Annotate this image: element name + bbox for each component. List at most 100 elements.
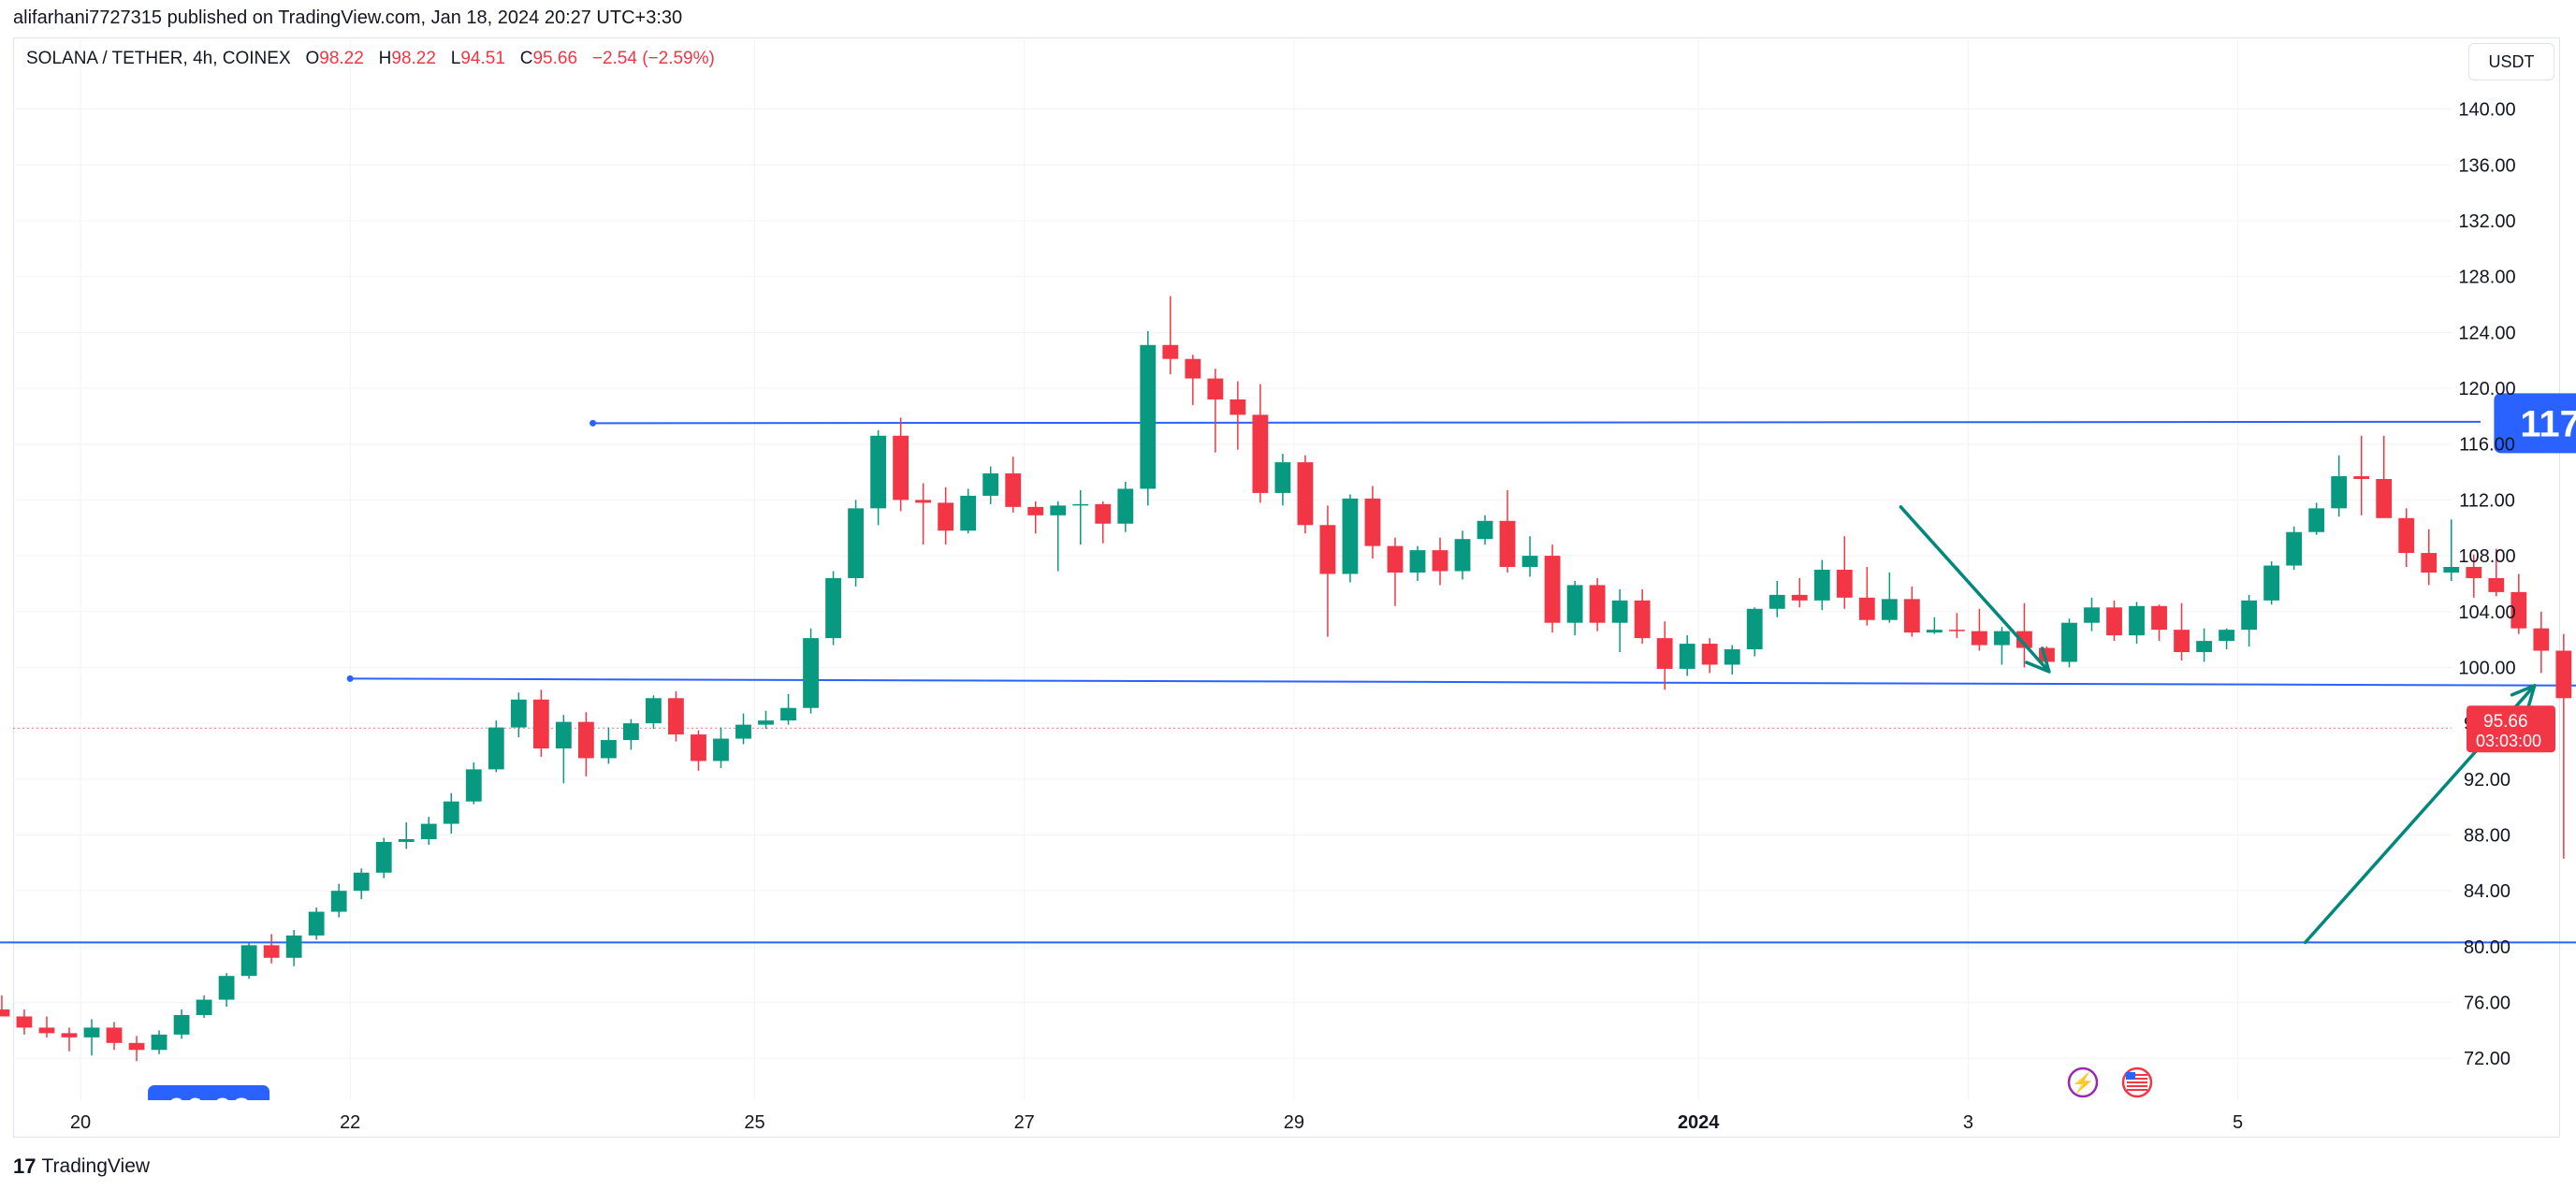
trend-line-anchor <box>589 419 597 427</box>
candle-body <box>691 734 706 762</box>
candle-body <box>2263 565 2280 601</box>
candle <box>61 1027 78 1052</box>
us-flag-event-icon <box>2121 1067 2153 1098</box>
candle-body <box>1994 631 2010 646</box>
level-label-text: 66.98 <box>167 1091 251 1129</box>
candle <box>218 973 235 1008</box>
candle <box>1005 457 1022 513</box>
candle-body <box>1813 570 1830 601</box>
level-label-bg <box>2494 393 2576 454</box>
change-value: −2.54 (−2.59%) <box>591 49 715 68</box>
candle <box>2443 519 2460 581</box>
candle-body <box>1791 594 1808 601</box>
candle <box>128 1036 145 1062</box>
candle-body <box>1409 550 1426 573</box>
candle <box>2263 561 2280 605</box>
candle <box>1297 455 1314 534</box>
candle-body <box>1027 506 1044 515</box>
candle <box>577 712 594 776</box>
candle <box>83 1019 100 1056</box>
price-grid <box>13 39 2452 1100</box>
candle <box>308 907 325 940</box>
candle-body <box>1634 600 1651 639</box>
candle <box>713 727 729 768</box>
x-tick-label: 29 <box>1284 1112 1304 1133</box>
candle <box>1409 545 1426 581</box>
brand-name: TradingView <box>41 1155 151 1177</box>
candle <box>2308 502 2325 535</box>
candle <box>38 1016 55 1038</box>
candle-body <box>263 945 280 958</box>
candle-body <box>2151 605 2167 631</box>
candles-layer <box>0 296 2572 1062</box>
candle-body <box>308 911 325 936</box>
candle-body <box>83 1027 100 1038</box>
candle <box>825 571 841 646</box>
candle-body <box>353 872 370 892</box>
candle-body <box>510 699 527 728</box>
candle-body <box>1926 630 1943 633</box>
candle-body <box>1858 597 1875 620</box>
candle-body <box>1274 462 1291 493</box>
y-tick-label: 72.00 <box>2464 1049 2511 1069</box>
x-tick-label: 25 <box>744 1112 764 1133</box>
level-labels: 117.5099.2089.5679.2866.98 <box>148 393 2576 1129</box>
close-value: 95.66 <box>532 49 578 68</box>
candle <box>1926 617 1943 634</box>
y-tick-label: 124.00 <box>2458 323 2515 343</box>
candle <box>488 720 504 773</box>
candle <box>2106 600 2122 642</box>
candle-body <box>1005 473 1022 507</box>
current-price-value: 95.66 <box>2483 712 2528 732</box>
x-tick-label: 5 <box>2233 1112 2243 1133</box>
candle <box>1813 559 1830 611</box>
candle-body <box>1521 556 1538 568</box>
candle-body <box>1477 520 1493 540</box>
candle <box>2129 602 2145 645</box>
candle <box>240 942 257 980</box>
candle-body <box>982 473 999 496</box>
candle <box>1095 501 1112 544</box>
candle <box>960 488 977 534</box>
candle-body <box>173 1014 190 1035</box>
candle <box>1836 536 1853 609</box>
candle <box>555 715 572 784</box>
candle <box>803 628 819 714</box>
candle-body <box>1701 644 1718 665</box>
candle-body <box>915 500 932 503</box>
candle-body <box>2331 476 2348 509</box>
trend-line <box>350 677 2576 687</box>
candle-body <box>623 723 639 741</box>
candle-body <box>465 769 482 802</box>
candle-body <box>240 945 257 977</box>
high-label: H <box>378 49 392 68</box>
price-axis: 140.00 136.00 132.00 128.00 124.00 120.00 116.… <box>2458 100 2555 1069</box>
trend-line <box>592 420 2481 425</box>
arrow-head <box>2025 646 2051 674</box>
candle-body <box>1432 550 1448 572</box>
candle <box>1207 369 1224 453</box>
candle <box>1521 536 1538 577</box>
currency-button[interactable]: USDT <box>2468 43 2554 80</box>
candle-body <box>1768 594 1785 609</box>
candle-body <box>218 976 235 1000</box>
lightning-event-icon: ⚡ <box>2067 1067 2099 1098</box>
candle <box>1566 580 1583 636</box>
candle-body <box>1140 344 1157 489</box>
x-tick-label: 22 <box>340 1112 360 1133</box>
candle <box>1230 381 1246 450</box>
tradingview-footer[interactable]: 17 TradingView <box>13 1154 150 1179</box>
y-tick-label: 80.00 <box>2464 937 2511 958</box>
candle-body <box>1836 570 1853 598</box>
candle-body <box>2308 508 2325 532</box>
candle <box>1724 645 1740 675</box>
arrow-head <box>2510 684 2537 711</box>
y-tick-label: 108.00 <box>2458 546 2515 567</box>
arrow-shaft <box>1899 505 2051 674</box>
event-markers: ⚡ <box>2067 1067 2153 1098</box>
candle-body <box>2174 630 2190 653</box>
candle <box>196 995 212 1018</box>
candle <box>1274 454 1291 506</box>
candle-body <box>735 724 751 739</box>
